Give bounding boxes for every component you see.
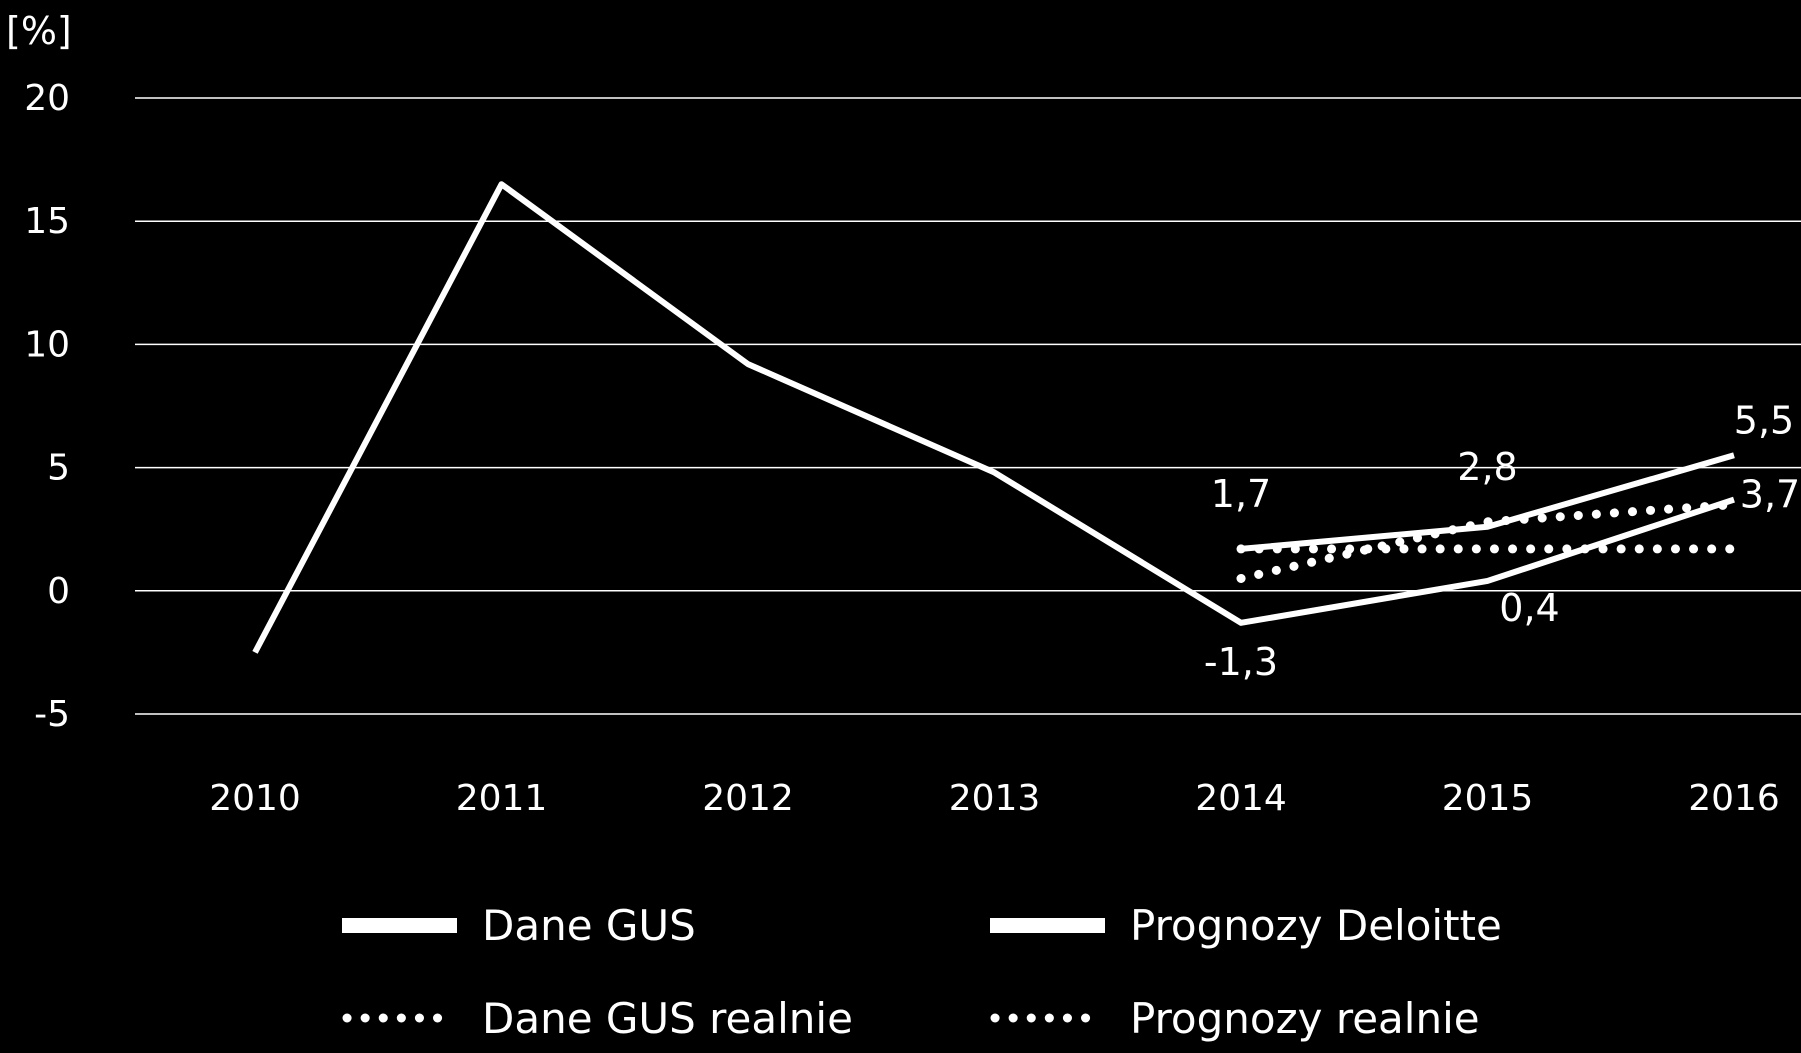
legend-swatch bbox=[990, 918, 1105, 933]
legend-swatch bbox=[342, 918, 457, 933]
x-tick-label: 2012 bbox=[702, 778, 794, 819]
x-tick-label: 2016 bbox=[1688, 778, 1780, 819]
x-tick-label: 2013 bbox=[949, 778, 1041, 819]
y-unit-label: [%] bbox=[6, 9, 72, 53]
series-line-3 bbox=[1236, 500, 1739, 583]
y-tick-label: -5 bbox=[34, 694, 70, 735]
x-axis-ticks: 2010 2011 2012 2013 2014 2015 2016 bbox=[209, 778, 1780, 819]
data-label: -1,3 bbox=[1204, 640, 1278, 684]
y-tick-label: 20 bbox=[24, 78, 70, 119]
legend-item: Prognozy Deloitte bbox=[990, 901, 1502, 950]
series-line-0 bbox=[252, 181, 1735, 654]
legend-label: Prognozy realnie bbox=[1130, 994, 1480, 1043]
x-tick-label: 2015 bbox=[1442, 778, 1534, 819]
y-tick-label: 0 bbox=[47, 571, 70, 612]
data-label: 3,7 bbox=[1740, 473, 1800, 517]
series-line-1 bbox=[1240, 452, 1735, 552]
data-label: 0,4 bbox=[1499, 586, 1559, 630]
legend: Dane GUS Prognozy Deloitte Dane GUS realni… bbox=[342, 901, 1502, 1043]
x-tick-label: 2011 bbox=[456, 778, 548, 819]
x-tick-label: 2010 bbox=[209, 778, 301, 819]
y-tick-label: 10 bbox=[24, 324, 70, 365]
data-labels: 1,7-1,32,80,45,53,71 bbox=[1204, 398, 1800, 684]
legend-item: Prognozy realnie bbox=[990, 994, 1480, 1043]
y-tick-label: 5 bbox=[47, 448, 70, 489]
data-label: 5,5 bbox=[1734, 398, 1794, 442]
y-axis-ticks: 20 15 10 5 0 -5 bbox=[24, 78, 70, 735]
legend-label: Dane GUS realnie bbox=[482, 994, 853, 1043]
data-label: 2,8 bbox=[1457, 445, 1517, 489]
legend-item: Dane GUS realnie bbox=[342, 994, 853, 1043]
legend-label: Dane GUS bbox=[482, 901, 696, 950]
x-tick-label: 2014 bbox=[1195, 778, 1287, 819]
legend-item: Dane GUS bbox=[342, 901, 696, 950]
gridlines bbox=[135, 97, 1801, 715]
legend-label: Prognozy Deloitte bbox=[1130, 901, 1502, 950]
y-tick-label: 15 bbox=[24, 201, 70, 242]
series-lines bbox=[252, 181, 1739, 654]
data-label: 1,7 bbox=[1211, 472, 1271, 516]
